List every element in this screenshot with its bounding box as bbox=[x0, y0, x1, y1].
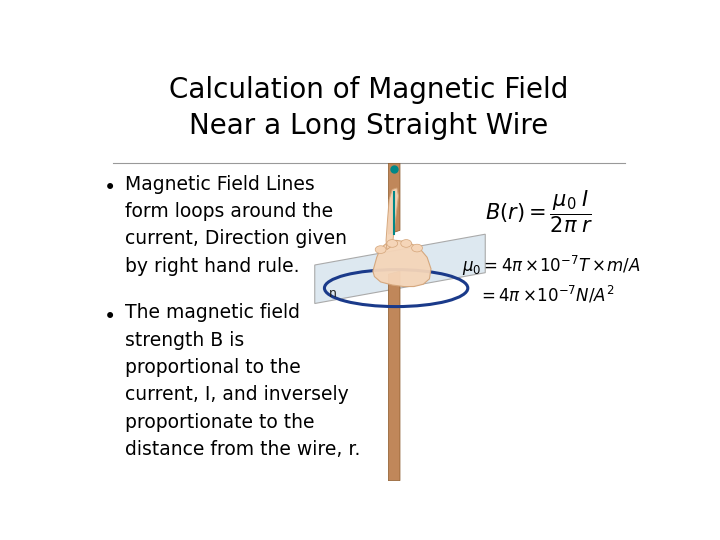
Text: Magnetic Field Lines
form loops around the
current, Direction given
by right han: Magnetic Field Lines form loops around t… bbox=[125, 175, 347, 275]
Text: •: • bbox=[104, 178, 116, 198]
Ellipse shape bbox=[375, 246, 386, 253]
Polygon shape bbox=[388, 164, 400, 234]
Text: Calculation of Magnetic Field
Near a Long Straight Wire: Calculation of Magnetic Field Near a Lon… bbox=[169, 76, 569, 140]
Text: $B(r) = \dfrac{\mu_0 \; I}{2\pi \; r}$: $B(r) = \dfrac{\mu_0 \; I}{2\pi \; r}$ bbox=[485, 188, 593, 234]
Ellipse shape bbox=[412, 244, 423, 252]
Ellipse shape bbox=[401, 240, 412, 247]
Polygon shape bbox=[386, 188, 398, 249]
Text: The magnetic field
strength B is
proportional to the
current, I, and inversely
p: The magnetic field strength B is proport… bbox=[125, 303, 360, 459]
Text: $\mu_0 = 4\pi \times\!10^{-7} T \times\!m / A$: $\mu_0 = 4\pi \times\!10^{-7} T \times\!… bbox=[462, 253, 640, 278]
Text: $= 4\pi \times\!10^{-7} N / A^2$: $= 4\pi \times\!10^{-7} N / A^2$ bbox=[477, 284, 614, 305]
Polygon shape bbox=[388, 271, 400, 481]
Polygon shape bbox=[315, 234, 485, 303]
Ellipse shape bbox=[387, 240, 397, 247]
Polygon shape bbox=[373, 240, 431, 287]
Text: n: n bbox=[329, 287, 336, 300]
Text: •: • bbox=[104, 307, 116, 327]
